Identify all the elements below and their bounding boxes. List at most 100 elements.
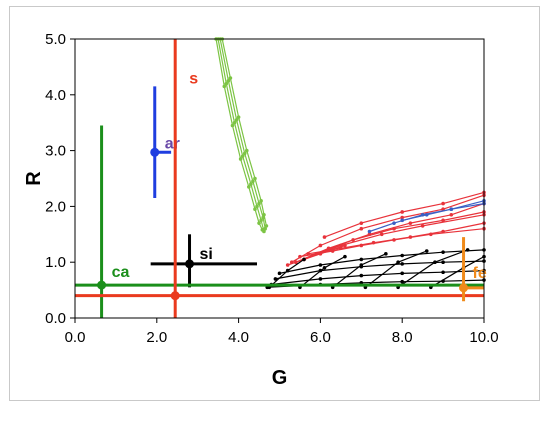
- curve-point: [359, 273, 364, 278]
- curve-point: [359, 257, 364, 262]
- curve-point: [449, 212, 454, 217]
- y-tick-label: 4.0: [45, 87, 66, 104]
- point-marker: [97, 280, 107, 290]
- point-marker: [170, 291, 180, 301]
- curve-point: [384, 252, 388, 256]
- curve-point: [371, 240, 376, 245]
- x-tick-label: 2.0: [146, 329, 167, 346]
- curve-point: [259, 199, 263, 203]
- curve-line: [217, 38, 265, 232]
- curve-point: [408, 235, 413, 239]
- curve-point: [232, 120, 237, 125]
- curve-point: [359, 226, 364, 231]
- y-tick-label: 1.0: [45, 254, 66, 271]
- plot-area-border: [74, 38, 485, 319]
- curve-point: [242, 151, 247, 156]
- curve-point: [449, 207, 454, 211]
- point-marker: [150, 147, 160, 157]
- curve-point: [306, 252, 310, 256]
- curve-point: [318, 243, 323, 248]
- curve-point: [392, 221, 396, 225]
- x-axis-label: G: [272, 367, 288, 389]
- curve-line: [287, 244, 346, 266]
- curve-point: [255, 204, 259, 209]
- curve-point: [257, 221, 261, 225]
- x-tick-label: 8.0: [392, 329, 413, 346]
- point-label: si: [200, 246, 213, 263]
- curve-point: [230, 123, 235, 128]
- y-tick-label: 0.0: [45, 310, 66, 327]
- curve-line: [279, 249, 485, 274]
- curve-line: [291, 194, 485, 263]
- curve-line: [215, 38, 263, 231]
- curve-point: [263, 226, 267, 231]
- curve-point: [400, 279, 405, 284]
- curve-point: [441, 250, 445, 254]
- point-fe: fe: [459, 237, 487, 302]
- point-label: ar: [165, 135, 180, 152]
- curve-line: [221, 38, 267, 227]
- curve-point: [343, 243, 347, 248]
- curve-line: [324, 191, 485, 238]
- point-si: si: [150, 234, 258, 288]
- curve-point: [240, 154, 245, 158]
- curve-point: [277, 271, 282, 276]
- x-tick-label: 0.0: [65, 329, 86, 346]
- curve-point: [441, 270, 445, 275]
- curve-point: [441, 229, 445, 234]
- curve-point: [433, 260, 437, 264]
- data-points: ar si ca s fe: [75, 39, 487, 318]
- curve-point: [318, 263, 323, 267]
- curve-point: [367, 229, 372, 234]
- point-ca: ca: [75, 125, 484, 318]
- point-s: s: [75, 39, 484, 318]
- model-curves: [214, 37, 486, 290]
- y-tick-label: 5.0: [45, 31, 66, 48]
- curve-point: [441, 201, 445, 206]
- curve-point: [400, 215, 405, 220]
- curve-point: [298, 254, 302, 259]
- curve-point: [238, 157, 243, 161]
- curve-point: [392, 226, 396, 231]
- curve-point: [247, 185, 251, 189]
- curve-point: [465, 248, 470, 252]
- curve-point: [249, 182, 253, 186]
- curve-point: [253, 176, 257, 181]
- y-tick-label: 2.0: [45, 198, 66, 215]
- point-marker: [459, 283, 469, 293]
- curve-point: [234, 118, 239, 122]
- curve-point: [359, 263, 364, 267]
- curve-point: [224, 81, 229, 86]
- scatter-chart: ar si ca s fe 0.0 2.0 4.0 6.0 8.0 10.0 0.0 1.0 2.0 3…: [23, 31, 499, 389]
- curve-point: [285, 263, 290, 267]
- point-label: s: [189, 71, 198, 88]
- curve-point: [273, 277, 278, 281]
- curve-point: [379, 232, 384, 237]
- curve-point: [251, 179, 255, 184]
- curve-point: [260, 228, 265, 232]
- curve-point: [343, 254, 347, 259]
- curve-point: [226, 79, 231, 83]
- curve-point: [400, 262, 405, 266]
- curve-point: [222, 84, 227, 89]
- curve-point: [408, 221, 413, 225]
- point-label: ca: [112, 264, 130, 281]
- curve-point: [396, 260, 400, 264]
- curve-point: [441, 260, 445, 264]
- curve-point: [257, 201, 261, 206]
- x-tick-label: 6.0: [310, 329, 331, 346]
- curve-point: [236, 115, 241, 119]
- x-tick-label: 4.0: [228, 329, 249, 346]
- curve-point: [359, 221, 364, 225]
- curve-point: [400, 271, 405, 276]
- curve-point: [322, 235, 327, 239]
- curve-point: [318, 252, 323, 256]
- curve-point: [420, 224, 425, 228]
- curve-point: [285, 268, 290, 273]
- curve-line: [275, 260, 485, 280]
- curve-point: [322, 265, 327, 270]
- x-tick-label: 10.0: [469, 329, 498, 346]
- x-axis-ticks: 0.0 2.0 4.0 6.0 8.0 10.0: [65, 318, 499, 346]
- point-marker: [185, 259, 195, 269]
- curve-point: [262, 212, 266, 217]
